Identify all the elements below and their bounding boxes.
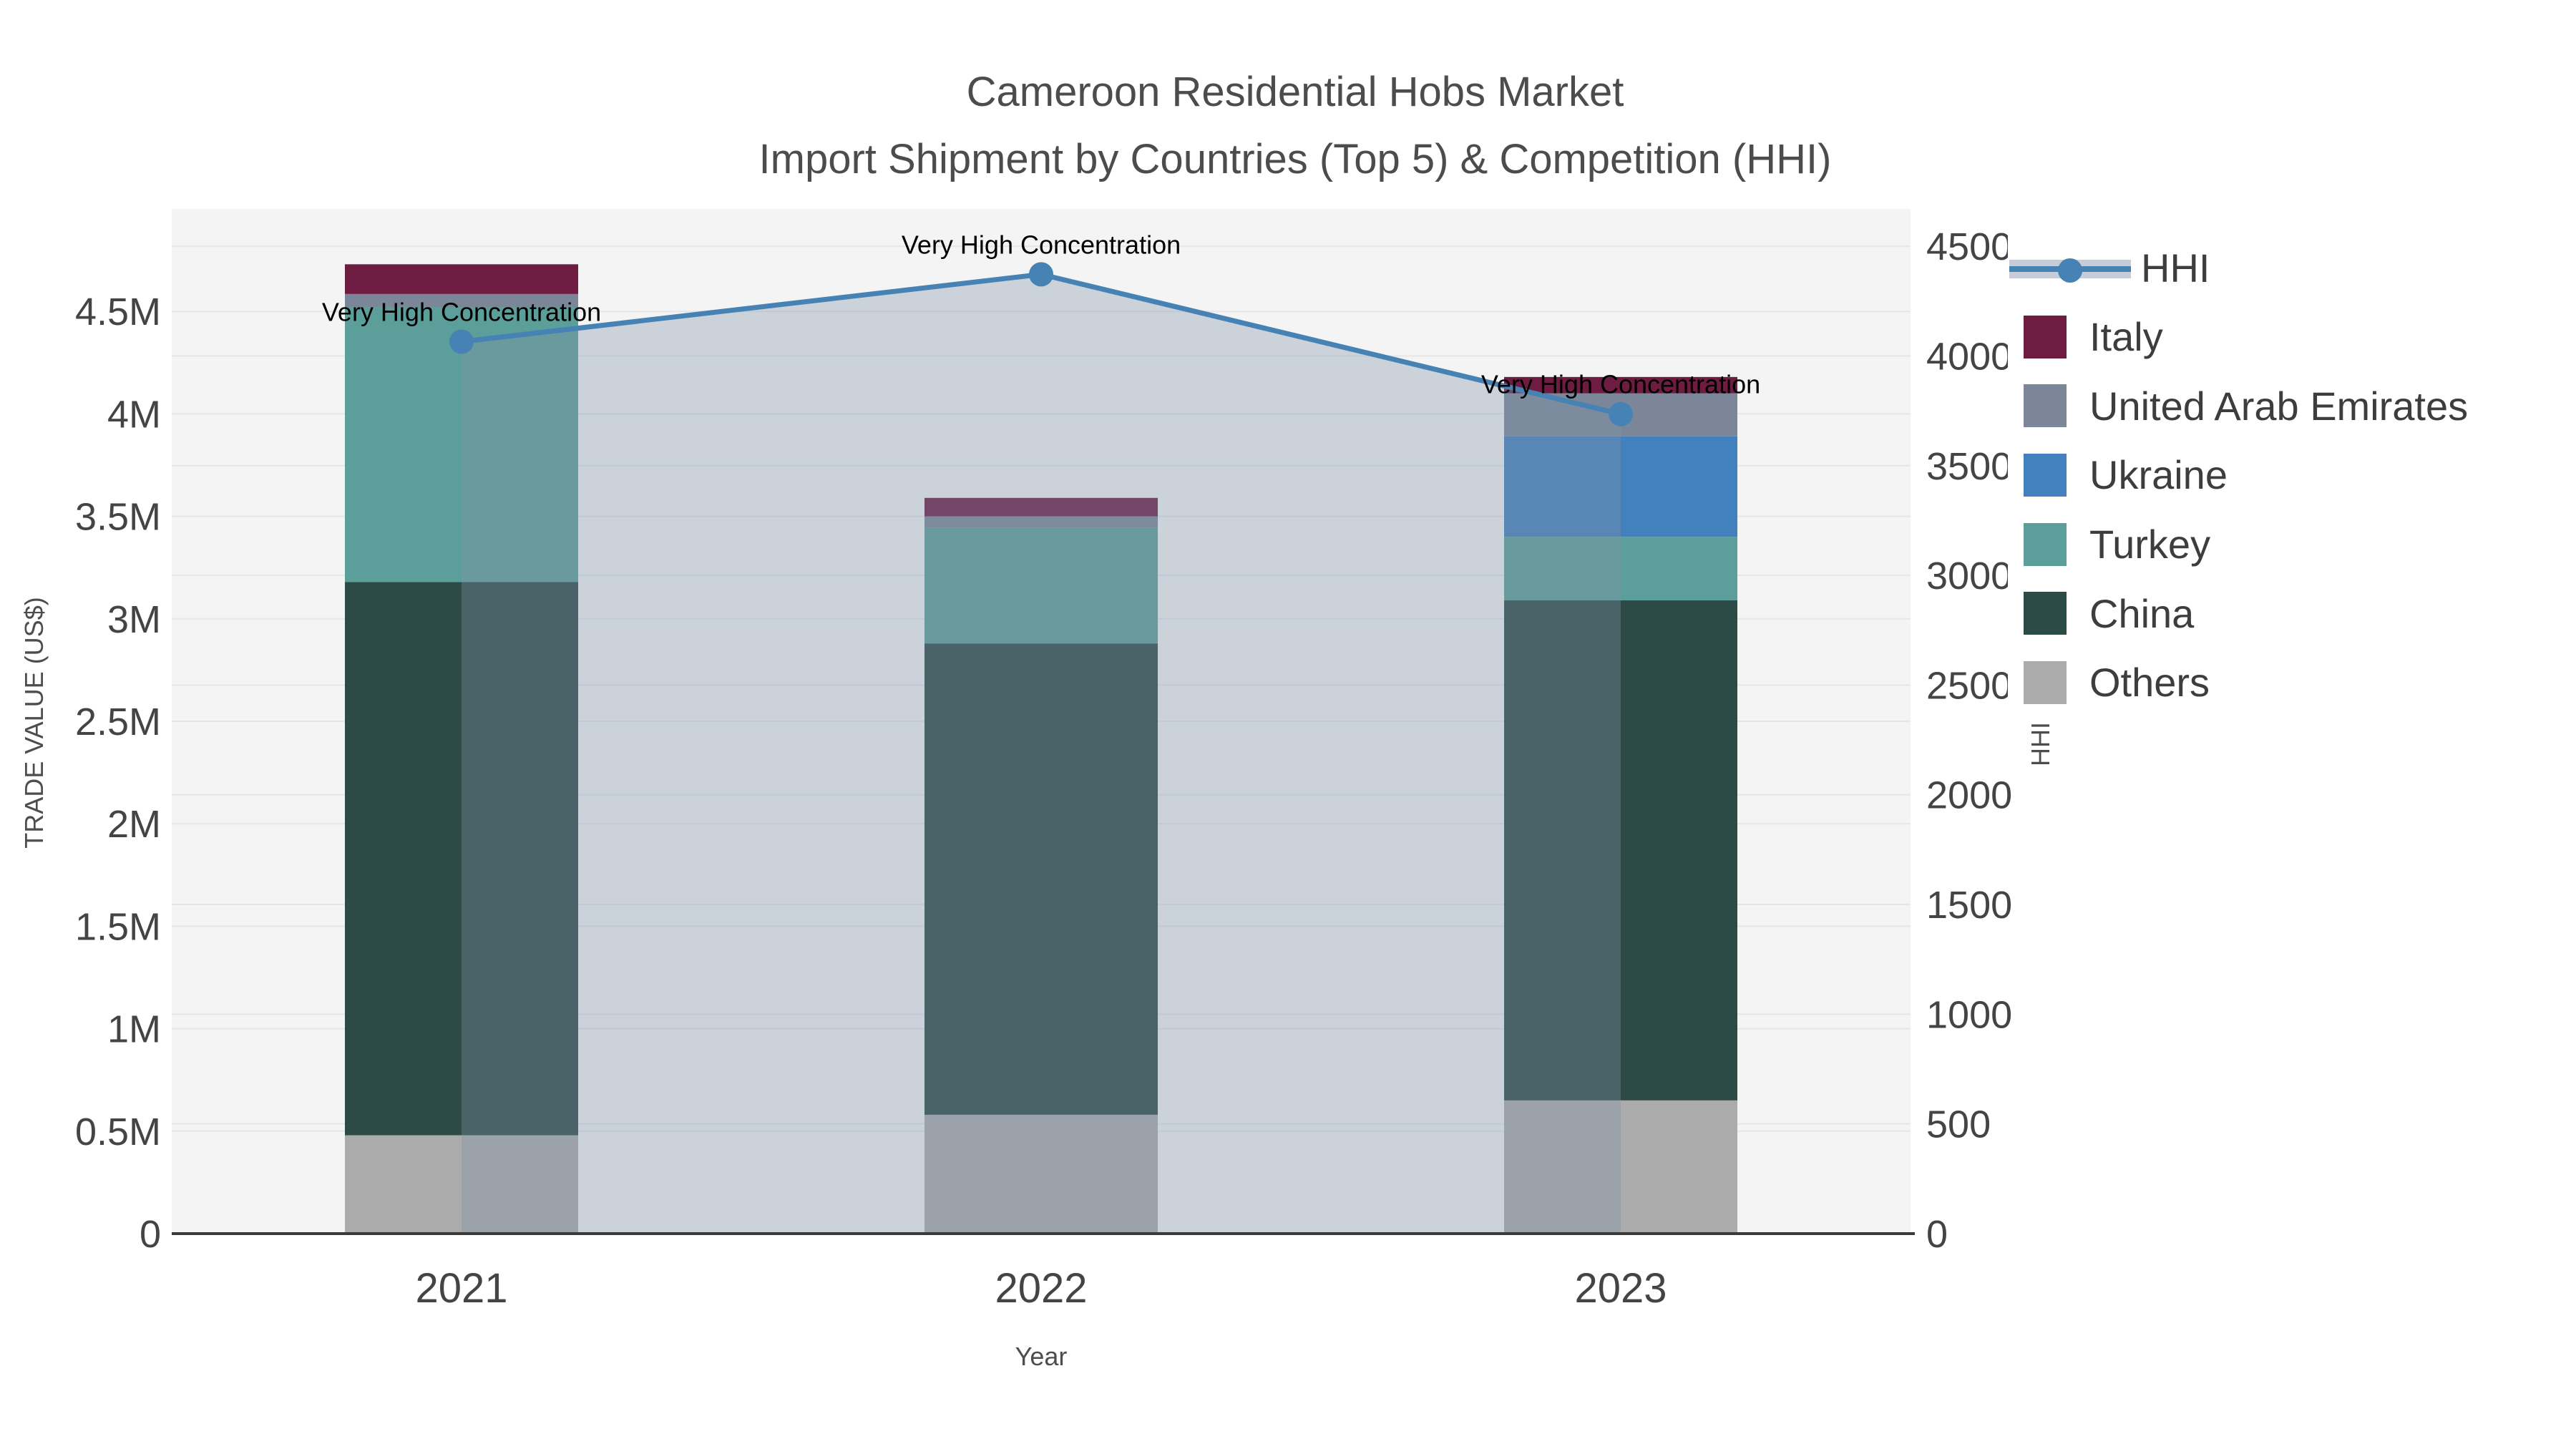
annotation-2023: Very High Concentration — [1481, 370, 1760, 399]
legend-item-italy[interactable]: Italy — [2008, 303, 2576, 371]
bar-segment-italy-2023[interactable] — [1504, 376, 1737, 394]
y-left-tick-label: 2.5M — [75, 701, 161, 743]
bar-segment-italy-2021[interactable] — [345, 264, 578, 294]
legend-swatch-icon — [2024, 592, 2067, 635]
y-right-tick-label: 3500 — [1926, 445, 2012, 488]
legend-item-others[interactable]: Others — [2008, 648, 2576, 717]
legend-label: HHI — [2141, 245, 2210, 291]
legend-label: Others — [2089, 660, 2210, 706]
bar-segment-ukraine-2023[interactable] — [1504, 436, 1737, 537]
chart-title-line1: Cameroon Residential Hobs Market — [966, 69, 1624, 115]
y-right-tick-label: 0 — [1926, 1213, 1948, 1256]
legend-label: United Arab Emirates — [2089, 383, 2469, 429]
bar-segment-italy-2022[interactable] — [924, 497, 1158, 517]
y-left-tick-label: 3M — [107, 598, 161, 641]
y-right-tick-label: 1000 — [1926, 993, 2012, 1036]
legend-swatch-icon — [2024, 315, 2067, 358]
bar-segment-china-2021[interactable] — [345, 582, 578, 1136]
y-left-tick-label: 1M — [107, 1008, 161, 1051]
y-left-tick-label: 2M — [107, 803, 161, 846]
y-left-tick-label: 0.5M — [75, 1111, 161, 1153]
bar-segment-china-2022[interactable] — [924, 643, 1158, 1115]
legend-item-turkey[interactable]: Turkey — [2008, 510, 2576, 579]
y-left-tick-label: 1.5M — [75, 905, 161, 948]
bar-segment-china-2023[interactable] — [1504, 600, 1737, 1101]
y-left-tick-label: 3.5M — [75, 496, 161, 539]
y-right-tick-label: 1500 — [1926, 884, 2012, 927]
bar-segment-turkey-2023[interactable] — [1504, 537, 1737, 601]
x-tick-label: 2023 — [1574, 1265, 1667, 1312]
legend-item-hhi[interactable]: HHI — [2008, 233, 2576, 302]
y-right-tick-label: 3000 — [1926, 555, 2012, 597]
right-axis-title: HHI — [2026, 722, 2055, 766]
hhi-marker-2022[interactable] — [1029, 262, 1053, 287]
legend-label: China — [2089, 590, 2195, 636]
legend: HHI Italy United Arab Emirates Ukraine Turke… — [2008, 233, 2576, 717]
chart-title-line2: Import Shipment by Countries (Top 5) & C… — [758, 136, 1832, 182]
y-right-tick-label: 500 — [1926, 1103, 1991, 1146]
legend-swatch-icon — [2024, 384, 2067, 428]
bar-segment-united-arab-emirates-2022[interactable] — [924, 516, 1158, 528]
legend-label: Italy — [2089, 314, 2163, 360]
hhi-marker-2021[interactable] — [449, 329, 474, 354]
x-axis-title: Year — [1015, 1342, 1068, 1371]
bar-segment-others-2023[interactable] — [1504, 1100, 1737, 1234]
legend-label: Turkey — [2089, 522, 2211, 567]
legend-item-china[interactable]: China — [2008, 579, 2576, 648]
bar-segment-others-2021[interactable] — [345, 1135, 578, 1234]
y-right-tick-label: 2000 — [1926, 774, 2012, 817]
y-left-tick-label: 0 — [140, 1213, 161, 1256]
y-right-tick-label: 4500 — [1926, 225, 2012, 268]
y-right-tick-label: 4000 — [1926, 335, 2012, 378]
legend-item-ukraine[interactable]: Ukraine — [2008, 441, 2576, 509]
legend-swatch-icon — [2024, 660, 2067, 704]
y-left-tick-label: 4M — [107, 393, 161, 436]
left-axis-title: TRADE VALUE (US$) — [19, 597, 49, 848]
hhi-marker-2023[interactable] — [1609, 401, 1633, 426]
chart-title: Cameroon Residential Hobs Market Import … — [0, 59, 2576, 193]
y-right-tick-label: 2500 — [1926, 664, 2012, 707]
bar-segment-united-arab-emirates-2021[interactable] — [345, 293, 578, 308]
legend-label: Ukraine — [2089, 452, 2228, 498]
x-tick-label: 2022 — [995, 1265, 1087, 1312]
hhi-area-fill — [462, 274, 1621, 1234]
y-left-tick-label: 4.5M — [75, 291, 161, 333]
legend-swatch-icon — [2024, 453, 2067, 497]
legend-swatch-icon — [2024, 522, 2067, 566]
bar-segment-others-2022[interactable] — [924, 1114, 1158, 1234]
legend-item-united-arab-emirates[interactable]: United Arab Emirates — [2008, 371, 2576, 440]
bar-segment-turkey-2022[interactable] — [924, 527, 1158, 644]
hhi-line-symbol-icon — [2009, 246, 2131, 289]
annotation-2021: Very High Concentration — [322, 298, 601, 327]
x-tick-label: 2021 — [415, 1265, 507, 1312]
annotation-2022: Very High Concentration — [902, 230, 1181, 259]
